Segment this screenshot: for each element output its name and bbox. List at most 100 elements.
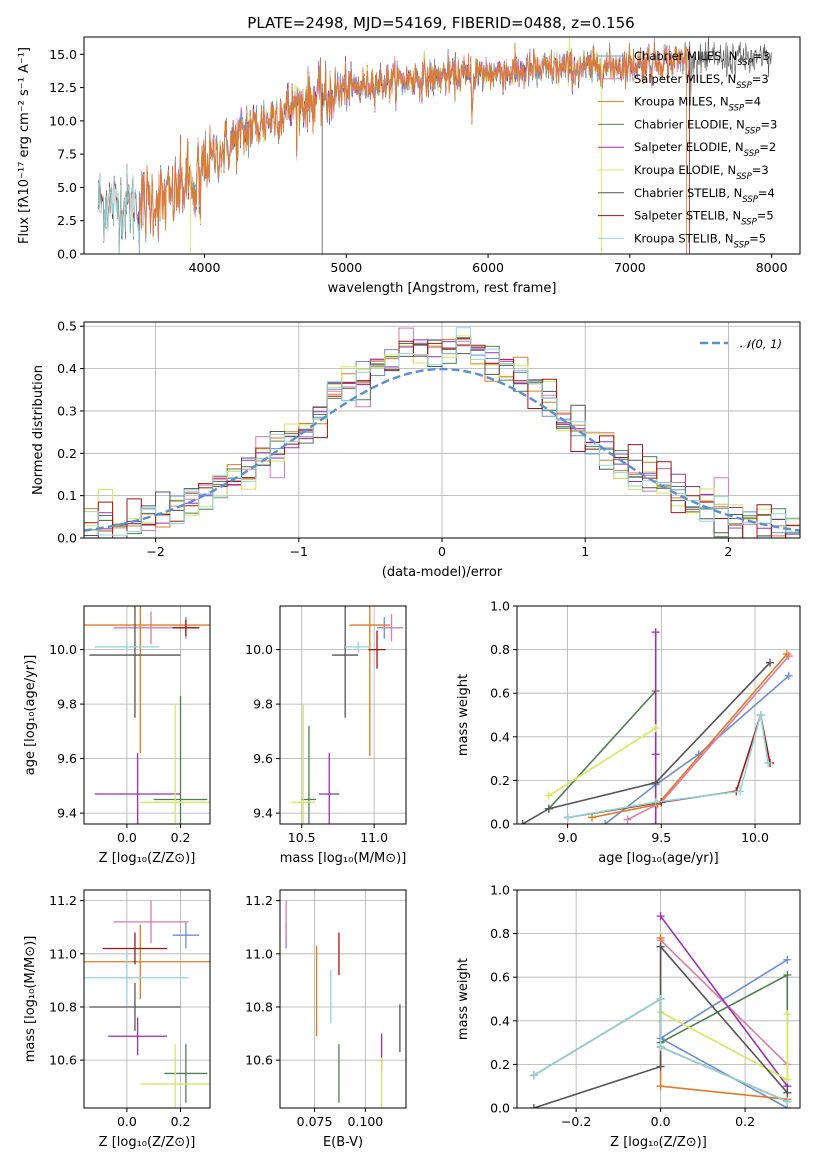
- weight-marker: [518, 820, 527, 824]
- age-vs-Z-ytick-label: 9.6: [57, 751, 77, 766]
- mass-vs-Z-xtick-label: 0.2: [171, 1114, 191, 1129]
- mass-vs-Z-xtick-label: 0.0: [117, 1114, 137, 1129]
- weight-marker: [656, 1042, 665, 1051]
- age-vs-Z-frame: [83, 605, 211, 825]
- mass-vs-Z-ytick-label: 10.8: [49, 999, 77, 1014]
- legend-label: Kroupa ELODIE, NSSP=3: [634, 163, 769, 182]
- spectrum-xtick-label: 4000: [189, 260, 221, 275]
- weight-marker: [783, 1010, 792, 1019]
- residuals-xtick-label: 2: [724, 544, 732, 559]
- mass-weight-vs-Z-frame: [516, 889, 801, 1109]
- mass-vs-ebv-xlabel: E(B-V): [323, 1135, 363, 1150]
- mass-weight-vs-Z-xlabel: Z [log₁₀(Z/Z⊙)]: [610, 1135, 707, 1150]
- weight-marker: [651, 750, 660, 759]
- legend-label: Kroupa MILES, NSSP=4: [634, 95, 761, 114]
- residuals-ytick-label: 0.1: [57, 488, 77, 503]
- spectrum-ytick-label: 15.0: [49, 47, 77, 62]
- mass-vs-Z-ytick-label: 11.2: [49, 893, 77, 908]
- age-vs-Z-axes: 0.0 0.2 9.4 9.6 9.8 10.0 Z [log₁₀(Z/Z⊙)] age [l…: [23, 605, 211, 866]
- legend-label: Kroupa STELIB, NSSP=5: [634, 231, 766, 250]
- weight-marker: [656, 942, 665, 951]
- weight-marker: [601, 820, 610, 824]
- weight-marker: [656, 995, 665, 1003]
- weight-marker: [651, 820, 660, 824]
- weight-marker: [736, 787, 745, 796]
- weight-line-chabrier-stelib: [522, 662, 771, 824]
- mass-vs-ebv-axes: 0.075 0.100 10.6 10.8 11.0 11.2 E(B-V): [245, 889, 407, 1150]
- weight-marker: [651, 724, 660, 733]
- weight-marker: [764, 758, 773, 767]
- age-vs-Z-xlabel: Z [log₁₀(Z/Z⊙)]: [99, 851, 196, 866]
- weight-marker: [563, 813, 572, 822]
- mass-weight-vs-age-xlabel: age [log₁₀(age/yr)]: [598, 851, 719, 866]
- age-vs-mass-ytick-label: 10.0: [245, 642, 273, 657]
- mass-weight-vs-Z-ytick-label: 0.4: [490, 1013, 510, 1028]
- mass-weight-vs-Z-ytick-label: 1.0: [490, 883, 510, 898]
- mass-vs-Z-axes: 0.0 0.2 10.6 10.8 11.0 11.2 Z [log₁₀(Z/Z⊙)] mas…: [23, 889, 211, 1150]
- mass-weight-vs-age-plot-area: [518, 628, 793, 824]
- mass-weight-vs-Z-ytick-label: 0.8: [490, 926, 510, 941]
- legend-label: Salpeter STELIB, NSSP=5: [634, 209, 774, 228]
- spectrum-ytick-label: 5.0: [57, 180, 77, 195]
- mass-weight-vs-age-ytick-label: 1.0: [490, 599, 510, 614]
- weight-marker: [651, 628, 660, 637]
- mass-vs-ebv-ytick-label: 11.0: [245, 946, 273, 961]
- age-vs-Z-xtick-label: 0.0: [117, 830, 137, 845]
- age-vs-mass-xtick-label: 11.0: [360, 830, 388, 845]
- weight-marker: [529, 1104, 538, 1108]
- mass-weight-vs-Z-xtick-label: 0.0: [651, 1114, 671, 1129]
- weight-marker: [651, 778, 660, 787]
- weight-marker: [529, 1071, 538, 1080]
- age-vs-mass-xtick-label: 10.5: [288, 830, 316, 845]
- age-vs-mass-xlabel: mass [log₁₀(M/M⊙)]: [280, 851, 407, 866]
- residuals-plot-area: [84, 327, 800, 538]
- weight-marker: [783, 1097, 792, 1106]
- spectrum-axes: 4000 5000 6000 7000 8000 0.0 2.5 5.0 7.5 10.0 12.5…: [17, 36, 801, 296]
- mass-vs-ebv-ytick-label: 10.6: [245, 1053, 273, 1068]
- age-vs-Z-ytick-label: 9.4: [57, 806, 77, 821]
- age-vs-mass-axes: 10.5 11.0 9.4 9.6 9.8 10.0 mass [log₁₀(M/M⊙)]: [245, 605, 407, 866]
- mass-weight-vs-age-ytick-label: 0.0: [490, 817, 510, 832]
- mass-weight-vs-Z-xtick-label: −0.2: [561, 1114, 591, 1129]
- age-vs-mass-plot-area: [291, 606, 404, 824]
- residuals-xtick-label: 0: [438, 544, 446, 559]
- mass-vs-Z-ylabel: mass [log₁₀(M/M⊙)]: [23, 936, 38, 1063]
- spectrum-xtick-label: 6000: [472, 260, 504, 275]
- mass-vs-Z-frame: [83, 889, 211, 1109]
- weight-marker: [784, 671, 793, 680]
- residuals-ytick-label: 0.4: [57, 361, 77, 376]
- legend-label: Chabrier STELIB, NSSP=4: [634, 186, 775, 205]
- mass-vs-Z-xlabel: Z [log₁₀(Z/Z⊙)]: [99, 1135, 196, 1150]
- residuals-ytick-label: 0.0: [57, 531, 77, 546]
- weight-marker: [656, 912, 665, 921]
- weight-line-chabrier-miles: [604, 675, 790, 824]
- weight-marker: [651, 798, 660, 807]
- weight-marker: [544, 804, 553, 813]
- weight-marker: [623, 815, 632, 824]
- residuals-xtick-label: −1: [290, 544, 308, 559]
- weight-marker: [783, 971, 792, 980]
- age-vs-mass-frame: [279, 605, 407, 825]
- mass-weight-vs-age-xtick-label: 10.0: [741, 830, 769, 845]
- mass-weight-vs-age-ytick-label: 0.8: [490, 642, 510, 657]
- mass-vs-ebv-xtick-label: 0.075: [297, 1114, 333, 1129]
- spectrum-ytick-label: 10.0: [49, 113, 77, 128]
- spectrum-ytick-label: 7.5: [57, 147, 77, 162]
- age-vs-mass-ytick-label: 9.6: [253, 751, 273, 766]
- spectrum-ytick-label: 0.0: [57, 247, 77, 262]
- legend-label: Chabrier ELODIE, NSSP=3: [634, 117, 777, 136]
- normal-curve: [84, 367, 800, 532]
- spectrum-xtick-label: 8000: [756, 260, 788, 275]
- residuals-ylabel: Normed distribution: [31, 365, 46, 495]
- age-vs-Z-ylabel: age [log₁₀(age/yr)]: [23, 655, 38, 776]
- legend-label: Salpeter ELODIE, NSSP=2: [634, 140, 776, 159]
- weight-marker: [756, 711, 765, 719]
- mass-weight-vs-Z-plot-area: [529, 912, 792, 1108]
- spectrum-frame: [83, 36, 801, 255]
- figure-title: PLATE=2498, MJD=54169, FIBERID=0488, z=0…: [247, 14, 634, 32]
- weight-marker: [782, 649, 791, 658]
- mass-vs-ebv-ytick-label: 10.8: [245, 999, 273, 1014]
- mass-weight-vs-age-ytick-label: 0.2: [490, 773, 510, 788]
- mass-weight-vs-Z-ytick-label: 0.6: [490, 970, 510, 985]
